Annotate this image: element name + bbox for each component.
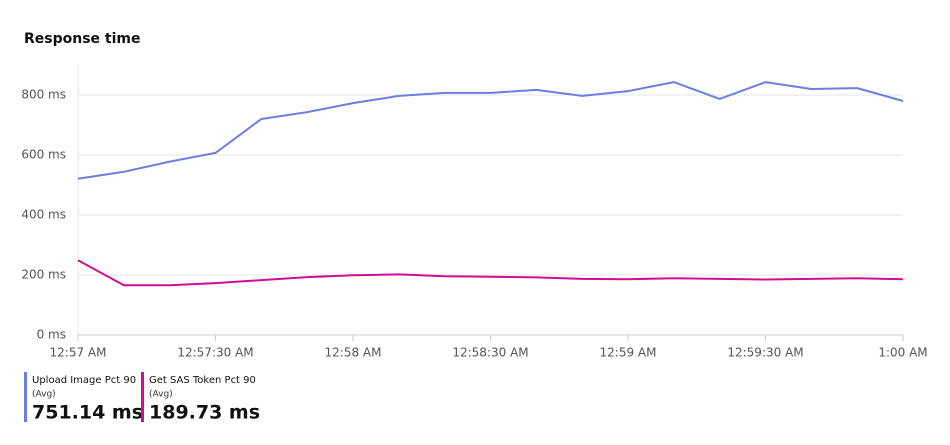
x-tick-label: 12:57:30 AM xyxy=(177,346,253,360)
series-line xyxy=(77,259,904,287)
x-tick-label: 12:58 AM xyxy=(325,346,382,360)
legend-summary: 751.14 ms xyxy=(32,402,143,424)
legend-swatch xyxy=(24,372,27,422)
y-tick-label: 800 ms xyxy=(21,88,66,102)
x-tick-label: 12:59 AM xyxy=(600,346,657,360)
x-tick-label: 12:57 AM xyxy=(50,346,107,360)
y-tick-label: 0 ms xyxy=(37,328,66,342)
y-tick-label: 600 ms xyxy=(21,148,66,162)
legend-aggregation: (Avg) xyxy=(32,390,56,400)
x-tick-label: 12:59:30 AM xyxy=(727,346,803,360)
x-tick-label: 12:58:30 AM xyxy=(452,346,528,360)
legend-swatch xyxy=(141,372,144,422)
legend-aggregation: (Avg) xyxy=(149,390,173,400)
legend-name: Upload Image Pct 90 xyxy=(32,375,136,386)
y-tick-label: 200 ms xyxy=(21,268,66,282)
series-line xyxy=(77,81,904,180)
legend-name: Get SAS Token Pct 90 xyxy=(149,375,256,386)
y-tick-label: 400 ms xyxy=(21,208,66,222)
chart-title: Response time xyxy=(24,31,141,47)
legend-summary: 189.73 ms xyxy=(149,402,260,424)
x-tick-label: 1:00 AM xyxy=(878,346,927,360)
